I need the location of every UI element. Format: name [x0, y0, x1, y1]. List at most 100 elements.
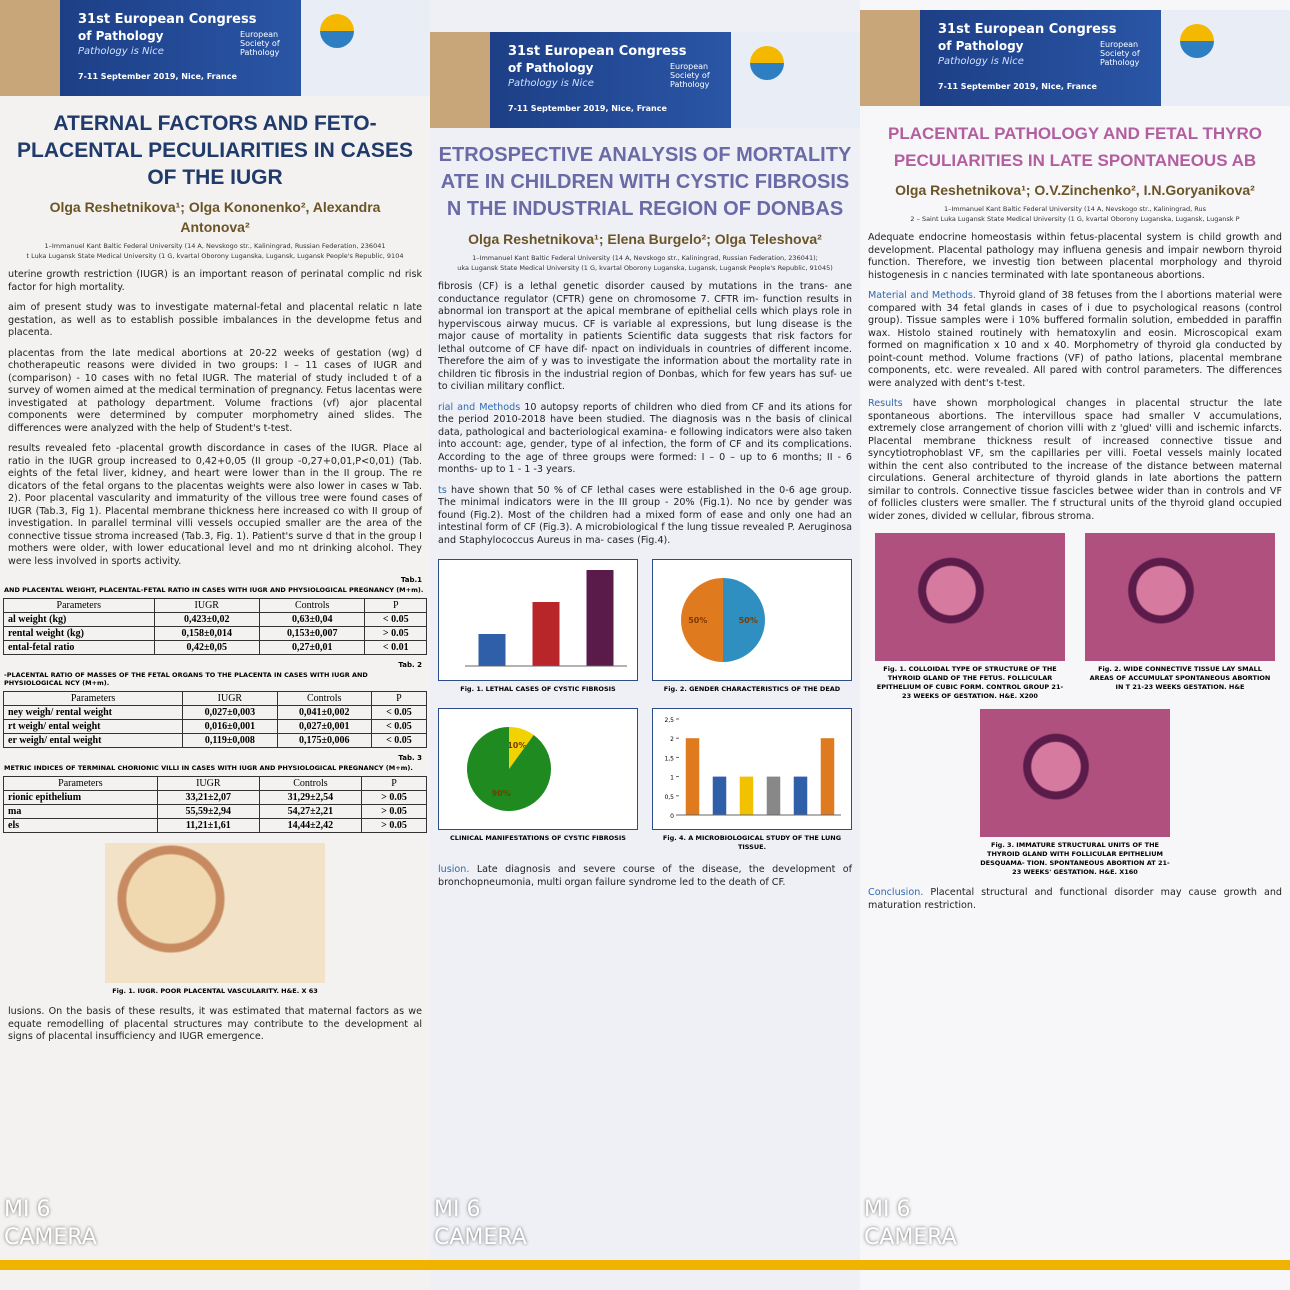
- cell: 33,21±2,07: [156, 790, 260, 805]
- poster-title: PLACENTAL PATHOLOGY AND FETAL THYRO PECU…: [888, 124, 1262, 170]
- paragraph-text: Late diagnosis and severe course of the …: [438, 864, 852, 888]
- pie-slice: [467, 727, 551, 811]
- bar: [532, 602, 560, 666]
- cell: 14,44±2,42: [258, 818, 362, 833]
- cell: < 0.05: [370, 705, 428, 720]
- table-number: Tab. 3: [398, 754, 422, 762]
- paragraph: Results have shown morphological changes…: [868, 398, 1282, 523]
- column-header: Parameters: [2, 691, 184, 706]
- column-header: P: [364, 598, 427, 613]
- pie-slice: [509, 727, 534, 769]
- column-header: Controls: [276, 691, 372, 706]
- authors: Olga Reshetnikova¹; Elena Burgelo²; Olga…: [468, 231, 822, 247]
- cell: > 0.05: [364, 626, 427, 641]
- paragraph: results revealed feto -placental growth …: [8, 443, 422, 568]
- camera-watermark: MI 6 CAMERA: [434, 1196, 527, 1252]
- table-row: ney weigh/ rental weight 0,027±0,003 0,041…: [2, 705, 428, 720]
- watermark-line: CAMERA: [864, 1225, 957, 1250]
- cell: 54,27±2,21: [258, 804, 362, 819]
- cell: ma: [3, 804, 158, 819]
- slice-label: 50%: [688, 616, 707, 625]
- column-header: Parameters: [3, 776, 158, 791]
- cell: 0,153±0,007: [258, 626, 366, 641]
- watermark-line: MI 6: [4, 1197, 51, 1222]
- tagline: Pathology is Nice: [938, 56, 1024, 67]
- cell: < 0.01: [364, 640, 427, 655]
- figure-caption: Fig. 3. IMMATURE STRUCTURAL UNITS OF THE…: [980, 841, 1170, 876]
- society-name: European Society of Pathology: [1100, 40, 1140, 67]
- authors: Olga Reshetnikova¹; Olga Kononenko², Ale…: [49, 199, 381, 235]
- y-tick-label: 1,5: [664, 755, 674, 762]
- poster-header: 31st European Congress of Pathology Pathol…: [430, 32, 860, 128]
- bar: [766, 776, 781, 815]
- section-lead: lusion.: [438, 864, 470, 875]
- paragraph-text: results revealed feto -placental growth …: [8, 443, 422, 567]
- cell: > 0.05: [360, 818, 428, 833]
- dates: 7-11 September 2019, Nice, France: [78, 72, 237, 81]
- watermark-line: MI 6: [864, 1197, 911, 1222]
- cell: 0,27±0,01: [258, 640, 366, 655]
- congress-name: 31st European Congress: [78, 12, 257, 27]
- table-row: rt weigh/ ental weight 0,016±0,001 0,027±0…: [2, 719, 428, 734]
- table-number: Tab.1: [400, 576, 422, 584]
- paragraph-text: uterine growth restriction (IUGR) is an …: [8, 269, 422, 293]
- society-name: European Society of Pathology: [670, 62, 710, 89]
- paragraph-text: 10 autopsy reports of children who died …: [438, 401, 852, 476]
- congress-name: 31st European Congress: [938, 22, 1117, 37]
- tagline: Pathology is Nice: [508, 78, 594, 89]
- paragraph-text: Adequate endocrine homeostasis within fe…: [868, 232, 1282, 281]
- pie-slice: [681, 578, 723, 662]
- chart: [438, 559, 638, 681]
- section-lead: Results: [868, 398, 903, 409]
- cell: > 0.05: [360, 790, 428, 805]
- cell: < 0.05: [364, 612, 427, 627]
- poster: 31st European Congress of Pathology Pathol…: [430, 0, 860, 1290]
- society-name: European Society of Pathology: [240, 30, 280, 57]
- paragraph: placentas from the late medical abortion…: [8, 348, 422, 436]
- paragraph-text: placentas from the late medical abortion…: [8, 347, 422, 434]
- pie-slice: [723, 578, 765, 662]
- column-header: P: [360, 776, 428, 791]
- paragraph: lusions. On the basis of these results, …: [8, 1006, 422, 1044]
- micrograph: [1085, 533, 1275, 661]
- bar: [685, 738, 700, 815]
- table-row: rental weight (kg) 0,158±0,014 0,153±0,007…: [3, 626, 427, 641]
- chart: 50% 50%: [652, 559, 852, 681]
- cell: > 0.05: [360, 804, 428, 819]
- congress-name: of Pathology: [508, 61, 594, 75]
- figure: Fig. 1. COLLOIDAL TYPE OF STRUCTURE OF T…: [875, 533, 1065, 701]
- paragraph-text: Placental structural and functional diso…: [868, 887, 1282, 911]
- figure-caption: Fig. 1. COLLOIDAL TYPE OF STRUCTURE OF T…: [876, 665, 1064, 700]
- slice-label: 10%: [507, 741, 526, 750]
- table-title: -PLACENTAL RATIO OF MASSES OF THE FETAL …: [4, 671, 368, 687]
- congress-name: of Pathology: [938, 39, 1024, 53]
- section-lead: ts: [438, 484, 447, 496]
- paragraph-text: have shown that 50 % of CF lethal cases …: [438, 484, 852, 546]
- congress-name: 31st European Congress: [508, 44, 687, 59]
- table-header: Parameters IUGR Controls P: [2, 691, 428, 706]
- cell: rt weigh/ ental weight: [2, 719, 184, 734]
- section-lead: rial and Methods: [438, 401, 521, 413]
- table-title: AND PLACENTAL WEIGHT, PLACENTAL-FETAL RA…: [4, 586, 424, 594]
- cell: els: [3, 818, 158, 833]
- micrograph: [875, 533, 1065, 661]
- table-title: METRIC INDICES OF TERMINAL CHORIONIC VIL…: [4, 764, 413, 772]
- column-header: IUGR: [156, 776, 260, 791]
- stripe: [430, 1260, 860, 1270]
- column-header: Parameters: [3, 598, 155, 613]
- chart: 0 0,5 1 1,5 2 2,5: [652, 708, 852, 830]
- cell: ney weigh/ rental weight: [2, 705, 184, 720]
- figure: Fig. 3. IMMATURE STRUCTURAL UNITS OF THE…: [980, 709, 1170, 877]
- cell: 55,59±2,94: [156, 804, 260, 819]
- bar: [820, 738, 835, 815]
- table-header: Parameters IUGR Controls P: [3, 776, 428, 791]
- table-row: rionic epithelium 33,21±2,07 31,29±2,54 > 0…: [3, 790, 428, 805]
- congress-name: of Pathology: [78, 29, 164, 43]
- cell: 0,158±0,014: [153, 626, 261, 641]
- section-lead: Conclusion.: [868, 887, 924, 898]
- y-tick-label: 1: [670, 775, 674, 782]
- bar: [739, 776, 754, 815]
- paragraph: rial and Methods 10 autopsy reports of c…: [438, 402, 852, 477]
